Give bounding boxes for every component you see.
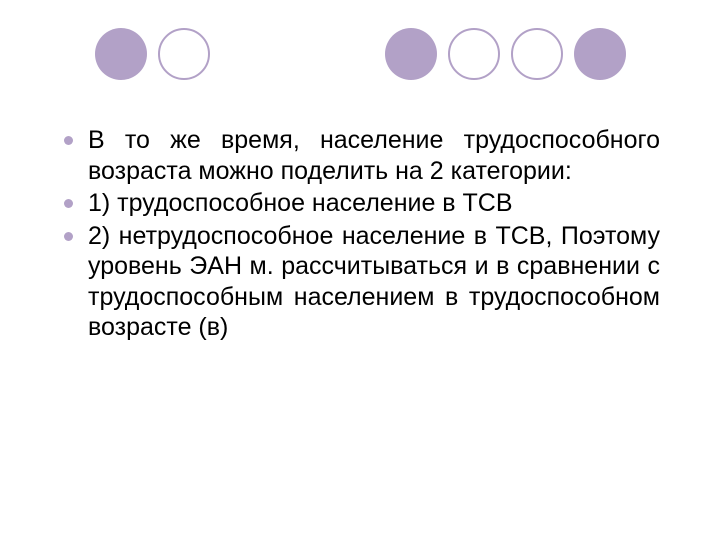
decor-circle-icon bbox=[448, 28, 500, 80]
bullet-text: 2) нетрудоспособное население в ТСВ, Поэ… bbox=[88, 222, 660, 342]
content-area: В то же время, население трудоспособного… bbox=[60, 125, 660, 345]
list-item: 2) нетрудоспособное население в ТСВ, Поэ… bbox=[60, 221, 660, 343]
bullet-text: В то же время, население трудоспособного… bbox=[88, 126, 660, 185]
decor-circle-icon bbox=[574, 28, 626, 80]
decor-circle-icon bbox=[95, 28, 147, 80]
slide: В то же время, население трудоспособного… bbox=[0, 0, 720, 540]
decorative-circles-row bbox=[0, 28, 720, 88]
list-item: В то же время, население трудоспособного… bbox=[60, 125, 660, 186]
bullet-text: 1) трудоспособное население в ТСВ bbox=[88, 189, 513, 217]
bullet-list: В то же время, население трудоспособного… bbox=[60, 125, 660, 343]
list-item: 1) трудоспособное население в ТСВ bbox=[60, 188, 660, 219]
decor-circle-icon bbox=[511, 28, 563, 80]
decor-circle-icon bbox=[385, 28, 437, 80]
decor-circle-icon bbox=[158, 28, 210, 80]
